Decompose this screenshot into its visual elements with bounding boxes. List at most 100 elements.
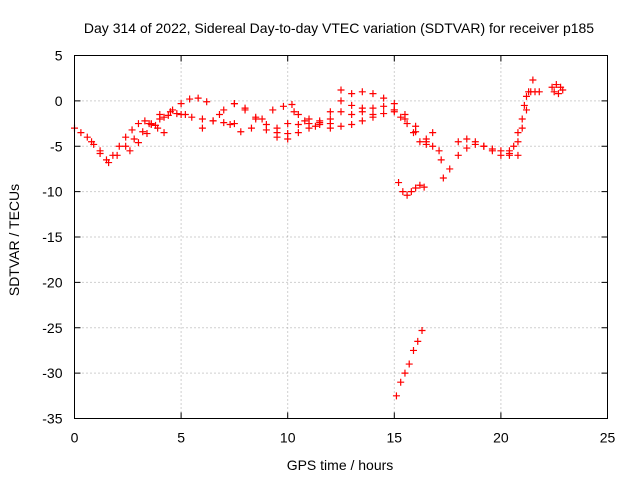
- data-point: [198, 115, 206, 123]
- series-band-i: [326, 108, 430, 146]
- data-point: [269, 106, 277, 114]
- series-band-g: [273, 101, 377, 143]
- data-point: [230, 120, 238, 128]
- data-point: [554, 90, 562, 98]
- data-point: [358, 108, 366, 116]
- data-point: [439, 174, 447, 182]
- data-point: [258, 115, 266, 123]
- data-point: [505, 151, 513, 159]
- data-point: [358, 88, 366, 96]
- data-point: [177, 110, 185, 118]
- data-point: [520, 101, 528, 109]
- data-point: [284, 120, 292, 128]
- data-point: [305, 120, 313, 128]
- data-point: [126, 147, 134, 155]
- data-point: [337, 86, 345, 94]
- series-late-o: [454, 106, 530, 159]
- y-tick-label: 5: [55, 48, 63, 64]
- data-point: [380, 94, 388, 102]
- data-point: [209, 117, 217, 125]
- data-point: [113, 151, 121, 159]
- data-point: [429, 142, 437, 150]
- data-point: [348, 90, 356, 98]
- data-point: [358, 117, 366, 125]
- data-point: [77, 129, 85, 137]
- series-band-e: [215, 102, 319, 136]
- data-point: [401, 369, 409, 377]
- series-late-n: [429, 140, 522, 173]
- data-point: [173, 110, 181, 118]
- data-point: [488, 147, 496, 155]
- data-point: [188, 113, 196, 121]
- data-point: [510, 142, 518, 150]
- data-point: [437, 156, 445, 164]
- data-point: [186, 95, 194, 103]
- x-tick-label: 25: [600, 430, 616, 446]
- data-point: [480, 142, 488, 150]
- chart-title: Day 314 of 2022, Sidereal Day-to-day VTE…: [84, 20, 594, 36]
- data-point: [152, 121, 160, 129]
- x-tick-label: 5: [177, 430, 185, 446]
- data-point: [134, 139, 142, 147]
- data-point: [454, 151, 462, 159]
- data-point: [105, 159, 113, 167]
- data-point: [177, 100, 185, 108]
- data-point: [529, 76, 537, 84]
- data-point: [311, 122, 319, 130]
- data-point: [83, 133, 91, 141]
- data-point: [463, 135, 471, 143]
- data-point: [203, 98, 211, 106]
- data-point: [414, 337, 422, 345]
- data-point: [337, 122, 345, 130]
- data-point: [273, 129, 281, 137]
- y-axis-label: SDTVAR / TECUs: [6, 184, 22, 296]
- data-point: [552, 81, 560, 89]
- data-point: [115, 142, 123, 150]
- series-cluster-q: [548, 81, 567, 98]
- data-point: [262, 126, 270, 134]
- data-point: [403, 120, 411, 128]
- data-point: [230, 100, 238, 108]
- series-band-d: [198, 100, 302, 132]
- series-rise-a: [88, 110, 189, 167]
- data-point: [160, 129, 168, 137]
- y-tick-label: 0: [55, 93, 63, 109]
- data-point: [418, 326, 426, 334]
- data-point: [409, 129, 417, 137]
- data-point: [392, 392, 400, 400]
- data-point: [134, 120, 142, 128]
- data-point: [128, 126, 136, 134]
- y-tick-label: -5: [50, 138, 63, 154]
- data-point: [226, 120, 234, 128]
- data-point: [416, 181, 424, 189]
- data-point: [337, 97, 345, 105]
- data-point: [220, 119, 228, 127]
- data-point: [294, 110, 302, 118]
- data-point: [412, 184, 420, 192]
- data-point: [369, 104, 377, 112]
- data-point: [237, 128, 245, 136]
- data-point: [166, 108, 174, 116]
- data-point: [284, 135, 292, 143]
- y-tick-label: -30: [42, 365, 62, 381]
- data-point: [395, 179, 403, 187]
- series-band-h: [305, 88, 398, 128]
- data-point: [164, 111, 172, 119]
- data-point: [559, 86, 567, 94]
- data-point: [420, 183, 428, 191]
- data-point: [390, 106, 398, 114]
- data-point: [241, 106, 249, 114]
- data-point: [548, 83, 556, 91]
- x-tick-label: 15: [387, 430, 403, 446]
- data-point: [497, 151, 505, 159]
- grid: [74, 55, 608, 419]
- data-point: [518, 115, 526, 123]
- series-drop-k: [390, 106, 443, 155]
- x-axis-label: GPS time / hours: [287, 457, 394, 473]
- data-point: [380, 110, 388, 118]
- data-point: [348, 120, 356, 128]
- data-point: [446, 165, 454, 173]
- data-point: [522, 92, 530, 100]
- y-tick-label: -10: [42, 184, 62, 200]
